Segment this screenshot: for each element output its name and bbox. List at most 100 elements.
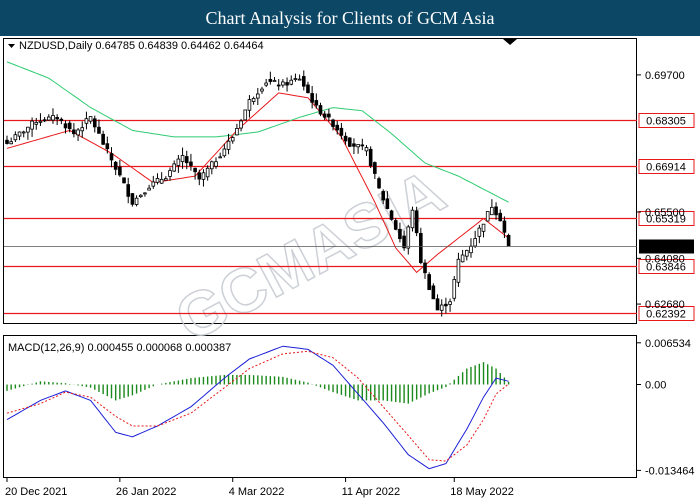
level-tag	[638, 306, 695, 321]
candle-body	[72, 129, 76, 135]
candle-body	[172, 163, 177, 172]
candle-body	[84, 118, 89, 124]
candle-body	[272, 80, 277, 82]
candle-body	[193, 167, 197, 173]
candle-body	[289, 79, 294, 85]
candle-body	[30, 120, 34, 130]
price-panel-border	[3, 38, 637, 324]
candle-body	[469, 245, 473, 254]
candle-body	[210, 161, 214, 170]
macd-panel-border	[3, 335, 637, 478]
candle-body	[506, 234, 511, 247]
candle-body	[34, 122, 39, 125]
candle-body	[97, 126, 101, 134]
candle-body	[92, 118, 97, 128]
candle-body	[21, 131, 26, 134]
macd-tick-label: 0.006534	[645, 338, 691, 350]
candle-body	[402, 235, 406, 249]
candle-body	[230, 137, 235, 142]
level-tag-label: 0.66914	[646, 162, 686, 174]
candle-body	[201, 172, 206, 180]
candle-body	[251, 98, 256, 102]
candle-body	[222, 148, 227, 157]
candle-body	[214, 161, 218, 167]
candle-body	[42, 119, 47, 122]
candle-body	[419, 232, 423, 263]
candle-body	[9, 141, 13, 145]
candle-body	[431, 285, 436, 300]
current-price-tag	[639, 239, 694, 254]
price-tick-label: 0.64080	[645, 253, 685, 265]
price-chart-svg[interactable]: GCMASIA 0.68305 0.66914 0.65319 0.63846 0.62…	[0, 36, 700, 500]
price-tick-label: 0.65500	[645, 207, 685, 219]
candle-body	[285, 82, 289, 86]
candle-body	[410, 209, 415, 229]
candle-body	[55, 117, 59, 120]
support-resistance-levels: 0.68305 0.66914 0.65319 0.63846 0.62392	[4, 113, 695, 321]
candle-body	[218, 156, 222, 159]
candle-body	[51, 115, 55, 121]
candle-body	[414, 210, 419, 234]
banner-title: Chart Analysis for Clients of GCM Asia	[205, 7, 495, 28]
candle-body	[393, 220, 398, 230]
candle-body	[377, 178, 381, 189]
candle-body	[67, 122, 72, 130]
candle-body	[26, 126, 30, 133]
candle-body	[260, 88, 264, 92]
price-tick-label: 0.69700	[645, 70, 685, 82]
shift-marker-icon[interactable]	[503, 39, 517, 45]
candle-body	[243, 109, 248, 121]
current-price-label: 0.64464	[646, 242, 686, 254]
date-tick-label: 11 Apr 2022	[342, 486, 401, 498]
level-tag-label: 0.63846	[646, 262, 686, 274]
candle-body	[88, 116, 93, 122]
candle-body	[80, 127, 85, 132]
candle-body	[134, 197, 139, 205]
candle-body	[235, 128, 239, 136]
candle-body	[327, 113, 331, 118]
candle-body	[184, 156, 189, 164]
macd-tick-label: -0.013464	[645, 465, 695, 477]
candle-body	[255, 93, 260, 99]
candle-body	[176, 158, 181, 166]
candle-body	[5, 139, 9, 144]
candle-body	[352, 143, 356, 147]
candle-body	[264, 82, 268, 86]
candle-body	[477, 227, 482, 237]
candle-body	[473, 238, 477, 247]
candle-body	[76, 129, 80, 136]
dropdown-triangle-icon[interactable]	[8, 44, 15, 48]
axes: 0.64464 0.69700 0.65500 0.64080 0.62680 0.006…	[4, 70, 695, 498]
level-tag	[638, 211, 695, 226]
level-tag-label: 0.65319	[646, 214, 686, 226]
macd-header: MACD(12,26,9) 0.000455 0.000068 0.000387	[8, 342, 231, 354]
candle-body	[13, 134, 18, 141]
candle-body	[464, 250, 469, 257]
candle-body	[444, 303, 448, 307]
candle-body	[105, 143, 110, 150]
candle-body	[59, 118, 64, 121]
candle-body	[301, 76, 306, 87]
candle-body	[435, 298, 440, 311]
candle-body	[494, 206, 498, 216]
candle-body	[151, 181, 156, 187]
macd-line	[6, 345, 509, 470]
candle-body	[318, 105, 323, 115]
candle-body	[126, 184, 131, 197]
candle-body	[205, 167, 210, 178]
date-tick-label: 20 Dec 2021	[5, 486, 67, 498]
candle-body	[122, 177, 126, 184]
candle-body	[47, 116, 51, 121]
candle-body	[155, 178, 160, 183]
watermark-text: GCMASIA	[165, 157, 456, 355]
candle-body	[498, 212, 503, 222]
level-tag	[638, 113, 695, 128]
candle-body	[360, 144, 365, 147]
candle-body	[118, 166, 122, 176]
candle-body	[168, 170, 172, 177]
candle-body	[38, 120, 43, 123]
date-tick-label: 18 May 2022	[450, 486, 514, 498]
candle-body	[427, 274, 431, 291]
macd-indicator	[6, 345, 510, 470]
candle-body	[339, 127, 344, 136]
